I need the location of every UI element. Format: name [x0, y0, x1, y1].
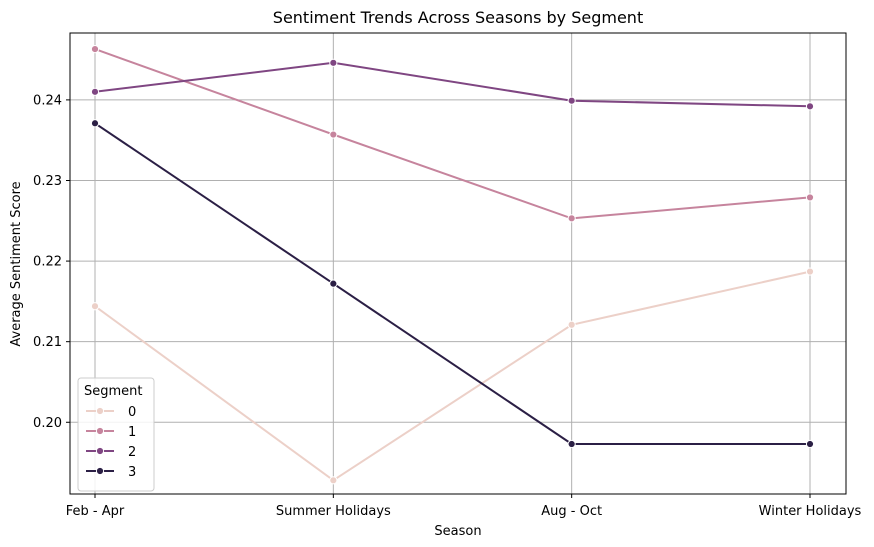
data-point — [567, 439, 576, 449]
data-point — [329, 58, 338, 67]
series-line — [94, 122, 810, 445]
plot-area — [69, 32, 847, 495]
legend-swatch-marker — [95, 466, 105, 476]
series-line — [94, 270, 811, 482]
x-axis: Feb - Apr Summer Holidays Aug - Oct Winter … — [66, 494, 862, 519]
y-tick-label: 0.23 — [33, 174, 62, 189]
series-0 — [90, 267, 815, 485]
legend-label: 2 — [128, 445, 136, 460]
y-tick-label: 0.21 — [33, 335, 62, 350]
legend-entry: 1 — [86, 425, 136, 440]
series-line — [94, 48, 811, 220]
y-tick-label: 0.24 — [33, 93, 62, 108]
data-point — [329, 130, 338, 139]
x-tick-label: Summer Holidays — [276, 504, 391, 519]
x-tick-label: Feb - Apr — [66, 504, 125, 519]
grid — [70, 33, 846, 494]
data-point — [805, 267, 815, 276]
legend-box — [77, 377, 155, 492]
series-2 — [90, 58, 815, 111]
data-point — [805, 439, 815, 449]
data-point — [567, 320, 576, 329]
data-point — [805, 193, 815, 202]
legend-entry: 3 — [86, 465, 136, 480]
x-tick-label: Winter Holidays — [759, 504, 862, 519]
legend: Segment 0 1 2 3 — [77, 377, 155, 492]
x-tick-label: Aug - Oct — [541, 504, 602, 519]
data-point — [567, 214, 576, 223]
legend-swatch-marker — [95, 426, 105, 436]
chart-title: Sentiment Trends Across Seasons by Segme… — [273, 8, 643, 27]
data-point — [805, 102, 815, 111]
y-axis: 0.20 0.21 0.22 0.23 0.24 — [33, 93, 70, 431]
legend-swatch-marker — [95, 406, 105, 416]
legend-title: Segment — [84, 384, 143, 399]
data-point — [567, 96, 576, 105]
y-axis-title: Average Sentiment Score — [9, 181, 24, 346]
data-point — [90, 302, 100, 311]
data-point — [329, 279, 338, 288]
legend-label: 0 — [128, 405, 136, 420]
series-1 — [90, 45, 815, 223]
data-point — [90, 45, 100, 54]
legend-label: 1 — [128, 425, 136, 440]
data-point — [90, 119, 100, 128]
x-axis-title: Season — [434, 524, 481, 539]
legend-swatch-marker — [95, 446, 105, 456]
data-point — [329, 476, 338, 485]
legend-label: 3 — [128, 465, 136, 480]
legend-entry: 0 — [86, 405, 136, 420]
y-tick-label: 0.20 — [33, 416, 62, 431]
series-group — [90, 45, 815, 485]
series-3 — [90, 119, 815, 449]
y-tick-label: 0.22 — [33, 255, 62, 270]
series-line — [94, 61, 811, 108]
legend-entry: 2 — [86, 445, 136, 460]
data-point — [90, 87, 100, 96]
